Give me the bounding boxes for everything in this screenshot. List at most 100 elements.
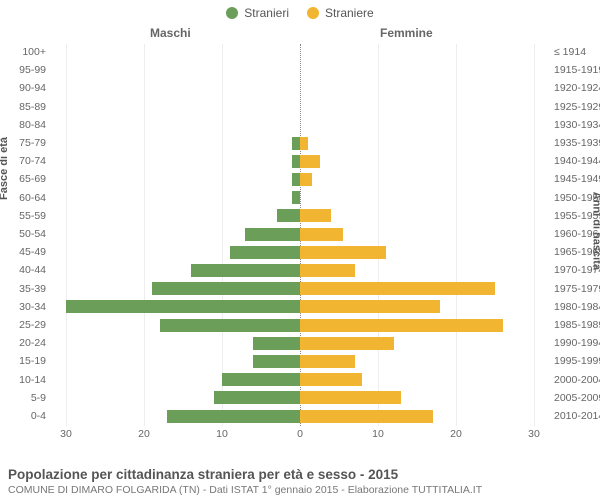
bar-female bbox=[300, 355, 355, 368]
year-label: 1990-1994 bbox=[554, 337, 600, 349]
bar-male bbox=[214, 391, 300, 404]
x-tick: 0 bbox=[297, 428, 303, 440]
legend-item-female: Straniere bbox=[307, 6, 374, 20]
bar-row: 60-641950-1954 bbox=[50, 190, 550, 206]
bar-row: 40-441970-1974 bbox=[50, 262, 550, 278]
bar-female bbox=[300, 373, 362, 386]
bar-row: 75-791935-1939 bbox=[50, 135, 550, 151]
year-label: 1960-1964 bbox=[554, 228, 600, 240]
year-label: 1920-1924 bbox=[554, 82, 600, 94]
year-label: 1980-1984 bbox=[554, 301, 600, 313]
age-label: 95-99 bbox=[8, 64, 46, 76]
bar-male bbox=[152, 282, 300, 295]
year-label: 2000-2004 bbox=[554, 374, 600, 386]
age-label: 40-44 bbox=[8, 264, 46, 276]
bar-female bbox=[300, 264, 355, 277]
bar-male bbox=[160, 319, 300, 332]
bar-male bbox=[245, 228, 300, 241]
bar-row: 90-941920-1924 bbox=[50, 80, 550, 96]
age-label: 55-59 bbox=[8, 210, 46, 222]
bar-male bbox=[167, 410, 300, 423]
age-label: 90-94 bbox=[8, 82, 46, 94]
bar-male bbox=[277, 209, 300, 222]
bar-male bbox=[292, 191, 300, 204]
x-tick: 30 bbox=[60, 428, 72, 440]
column-headers: Maschi Femmine bbox=[50, 26, 550, 42]
age-label: 50-54 bbox=[8, 228, 46, 240]
bar-male bbox=[292, 173, 300, 186]
legend-item-male: Stranieri bbox=[226, 6, 289, 20]
bar-female bbox=[300, 209, 331, 222]
bar-row: 0-42010-2014 bbox=[50, 408, 550, 424]
x-tick: 10 bbox=[216, 428, 228, 440]
header-male: Maschi bbox=[150, 26, 191, 40]
bar-male bbox=[222, 373, 300, 386]
bar-row: 5-92005-2009 bbox=[50, 390, 550, 406]
year-label: 1925-1929 bbox=[554, 101, 600, 113]
bar-male bbox=[253, 355, 300, 368]
bar-female bbox=[300, 173, 312, 186]
year-label: 1930-1934 bbox=[554, 119, 600, 131]
year-label: 2010-2014 bbox=[554, 410, 600, 422]
bar-male bbox=[230, 246, 300, 259]
bar-row: 30-341980-1984 bbox=[50, 299, 550, 315]
legend-label-female: Straniere bbox=[325, 6, 374, 20]
year-label: 1970-1974 bbox=[554, 264, 600, 276]
bar-male bbox=[253, 337, 300, 350]
bar-row: 10-142000-2004 bbox=[50, 372, 550, 388]
bar-female bbox=[300, 319, 503, 332]
x-tick: 10 bbox=[372, 428, 384, 440]
x-tick: 20 bbox=[138, 428, 150, 440]
age-label: 5-9 bbox=[8, 392, 46, 404]
x-tick: 30 bbox=[528, 428, 540, 440]
bar-male bbox=[292, 155, 300, 168]
legend: Stranieri Straniere bbox=[0, 0, 600, 20]
year-label: 1985-1989 bbox=[554, 319, 600, 331]
age-label: 0-4 bbox=[8, 410, 46, 422]
swatch-female bbox=[307, 7, 319, 19]
bar-female bbox=[300, 391, 401, 404]
bar-row: 50-541960-1964 bbox=[50, 226, 550, 242]
year-label: 1940-1944 bbox=[554, 155, 600, 167]
age-label: 30-34 bbox=[8, 301, 46, 313]
x-axis-ticks: 30 20 10 0 10 20 30 bbox=[50, 428, 550, 442]
bar-female bbox=[300, 282, 495, 295]
year-label: 1995-1999 bbox=[554, 355, 600, 367]
age-label: 85-89 bbox=[8, 101, 46, 113]
bar-row: 55-591955-1959 bbox=[50, 208, 550, 224]
bar-row: 25-291985-1989 bbox=[50, 317, 550, 333]
bar-female bbox=[300, 337, 394, 350]
age-label: 20-24 bbox=[8, 337, 46, 349]
age-label: 100+ bbox=[8, 46, 46, 58]
age-label: 45-49 bbox=[8, 246, 46, 258]
year-label: 1975-1979 bbox=[554, 283, 600, 295]
bar-row: 65-691945-1949 bbox=[50, 171, 550, 187]
bar-row: 15-191995-1999 bbox=[50, 353, 550, 369]
legend-label-male: Stranieri bbox=[244, 6, 289, 20]
year-label: 2005-2009 bbox=[554, 392, 600, 404]
chart-title: Popolazione per cittadinanza straniera p… bbox=[8, 467, 592, 482]
age-label: 35-39 bbox=[8, 283, 46, 295]
bar-row: 95-991915-1919 bbox=[50, 62, 550, 78]
bar-row: 45-491965-1969 bbox=[50, 244, 550, 260]
bar-female bbox=[300, 246, 386, 259]
bar-female bbox=[300, 228, 343, 241]
age-label: 60-64 bbox=[8, 192, 46, 204]
year-label: 1945-1949 bbox=[554, 173, 600, 185]
age-label: 75-79 bbox=[8, 137, 46, 149]
bar-male bbox=[292, 137, 300, 150]
plot-area: 100+≤ 191495-991915-191990-941920-192485… bbox=[50, 44, 550, 426]
year-label: 1935-1939 bbox=[554, 137, 600, 149]
header-female: Femmine bbox=[380, 26, 433, 40]
bar-female bbox=[300, 300, 440, 313]
age-label: 25-29 bbox=[8, 319, 46, 331]
footer: Popolazione per cittadinanza straniera p… bbox=[8, 467, 592, 496]
age-label: 80-84 bbox=[8, 119, 46, 131]
bar-row: 70-741940-1944 bbox=[50, 153, 550, 169]
x-tick: 20 bbox=[450, 428, 462, 440]
bar-female bbox=[300, 410, 433, 423]
age-label: 15-19 bbox=[8, 355, 46, 367]
bar-male bbox=[66, 300, 300, 313]
bar-row: 35-391975-1979 bbox=[50, 281, 550, 297]
year-label: 1950-1954 bbox=[554, 192, 600, 204]
